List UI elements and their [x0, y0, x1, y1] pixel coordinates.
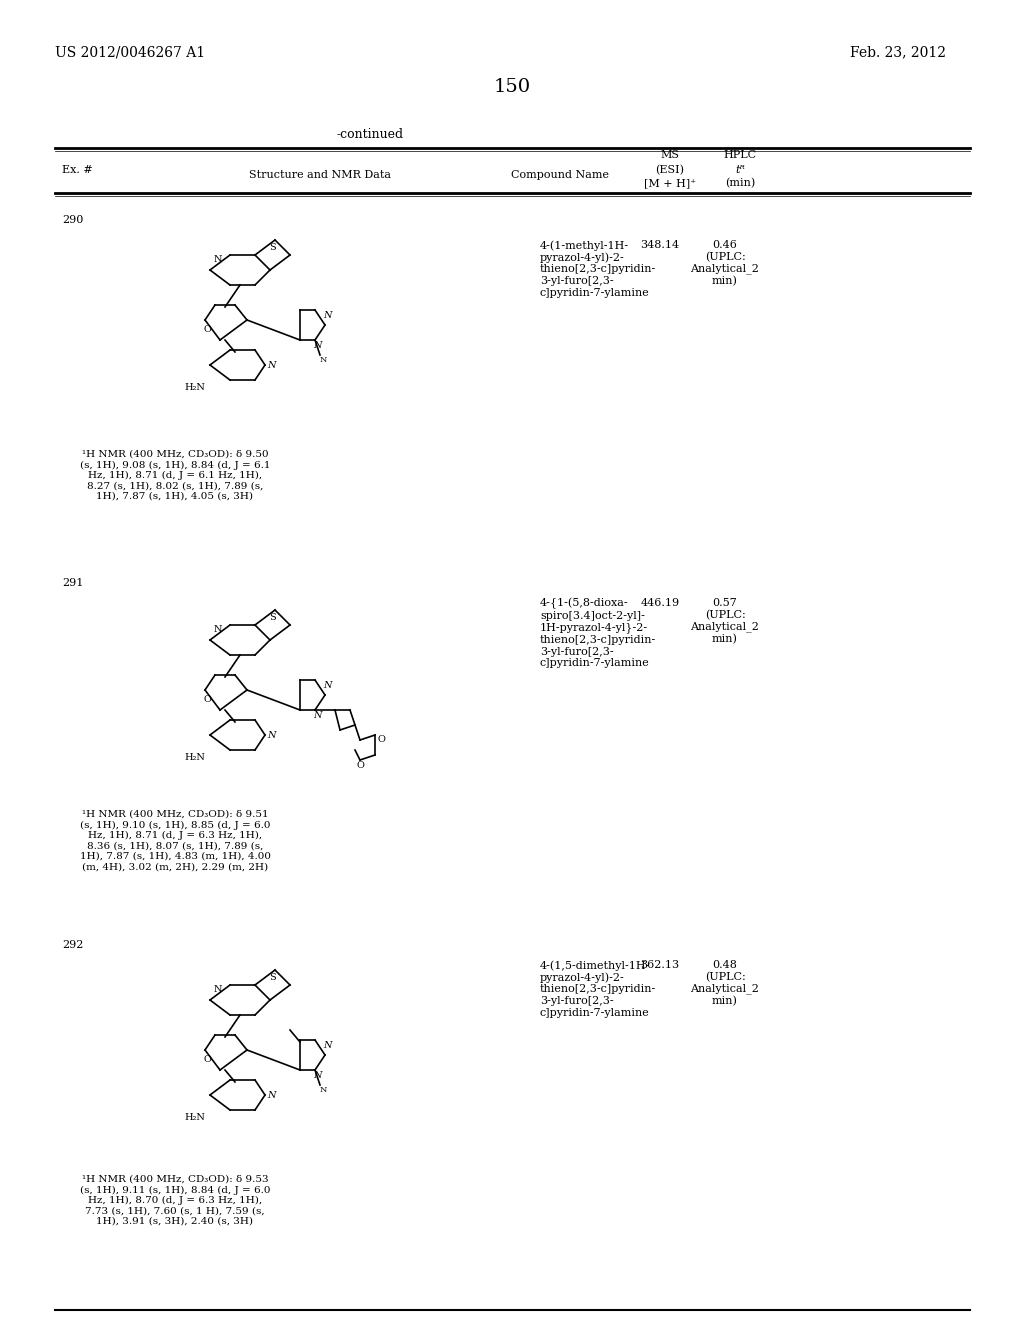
Text: H₂N: H₂N: [184, 1114, 206, 1122]
Text: ¹H NMR (400 MHz, CD₃OD): δ 9.51
(s, 1H), 9.10 (s, 1H), 8.85 (d, J = 6.0
Hz, 1H),: ¹H NMR (400 MHz, CD₃OD): δ 9.51 (s, 1H),…: [80, 810, 270, 871]
Text: 4-(1-methyl-1H-
pyrazol-4-yl)-2-
thieno[2,3-c]pyridin-
3-yl-furo[2,3-
c]pyridin-: 4-(1-methyl-1H- pyrazol-4-yl)-2- thieno[…: [540, 240, 656, 297]
Text: N: N: [214, 624, 222, 634]
Text: S: S: [269, 243, 276, 252]
Text: N: N: [319, 356, 327, 364]
Text: N: N: [267, 360, 275, 370]
Text: ¹H NMR (400 MHz, CD₃OD): δ 9.53
(s, 1H), 9.11 (s, 1H), 8.84 (d, J = 6.0
Hz, 1H),: ¹H NMR (400 MHz, CD₃OD): δ 9.53 (s, 1H),…: [80, 1175, 270, 1226]
Text: N: N: [267, 1090, 275, 1100]
Text: 446.19: 446.19: [640, 598, 680, 609]
Text: Structure and NMR Data: Structure and NMR Data: [249, 170, 391, 180]
Text: -continued: -continued: [337, 128, 403, 141]
Text: 290: 290: [62, 215, 83, 224]
Text: Compound Name: Compound Name: [511, 170, 609, 180]
Text: N: N: [214, 255, 222, 264]
Text: [M + H]⁺: [M + H]⁺: [644, 178, 696, 187]
Text: 4-{1-(5,8-dioxa-
spiro[3.4]oct-2-yl]-
1H-pyrazol-4-yl}-2-
thieno[2,3-c]pyridin-
: 4-{1-(5,8-dioxa- spiro[3.4]oct-2-yl]- 1H…: [540, 598, 656, 668]
Text: N: N: [312, 710, 322, 719]
Text: 292: 292: [62, 940, 83, 950]
Text: (min): (min): [725, 178, 755, 189]
Text: N: N: [267, 730, 275, 739]
Text: N: N: [319, 1086, 327, 1094]
Text: O: O: [356, 760, 364, 770]
Text: N: N: [323, 1041, 331, 1051]
Text: O: O: [378, 735, 386, 744]
Text: Feb. 23, 2012: Feb. 23, 2012: [850, 45, 946, 59]
Text: H₂N: H₂N: [184, 754, 206, 763]
Text: 0.57
(UPLC:
Analytical_2
min): 0.57 (UPLC: Analytical_2 min): [690, 598, 760, 644]
Text: ¹H NMR (400 MHz, CD₃OD): δ 9.50
(s, 1H), 9.08 (s, 1H), 8.84 (d, J = 6.1
Hz, 1H),: ¹H NMR (400 MHz, CD₃OD): δ 9.50 (s, 1H),…: [80, 450, 270, 500]
Text: N: N: [323, 312, 331, 321]
Text: N: N: [312, 341, 322, 350]
Text: (ESI): (ESI): [655, 165, 684, 176]
Text: 291: 291: [62, 578, 83, 587]
Text: 0.48
(UPLC:
Analytical_2
min): 0.48 (UPLC: Analytical_2 min): [690, 960, 760, 1006]
Text: S: S: [269, 614, 276, 623]
Text: 150: 150: [494, 78, 530, 96]
Text: S: S: [269, 974, 276, 982]
Text: N: N: [323, 681, 331, 690]
Text: N: N: [312, 1071, 322, 1080]
Text: 362.13: 362.13: [640, 960, 680, 970]
Text: N: N: [214, 985, 222, 994]
Text: MS: MS: [660, 150, 680, 160]
Text: 348.14: 348.14: [640, 240, 680, 249]
Text: O: O: [203, 326, 211, 334]
Text: 0.46
(UPLC:
Analytical_2
min): 0.46 (UPLC: Analytical_2 min): [690, 240, 760, 286]
Text: 4-(1,5-dimethyl-1H-
pyrazol-4-yl)-2-
thieno[2,3-c]pyridin-
3-yl-furo[2,3-
c]pyri: 4-(1,5-dimethyl-1H- pyrazol-4-yl)-2- thi…: [540, 960, 656, 1018]
Text: Ex. #: Ex. #: [62, 165, 93, 176]
Text: HPLC: HPLC: [723, 150, 757, 160]
Text: US 2012/0046267 A1: US 2012/0046267 A1: [55, 45, 205, 59]
Text: O: O: [203, 1056, 211, 1064]
Text: O: O: [203, 696, 211, 705]
Text: tᴿ: tᴿ: [735, 165, 744, 176]
Text: H₂N: H₂N: [184, 384, 206, 392]
